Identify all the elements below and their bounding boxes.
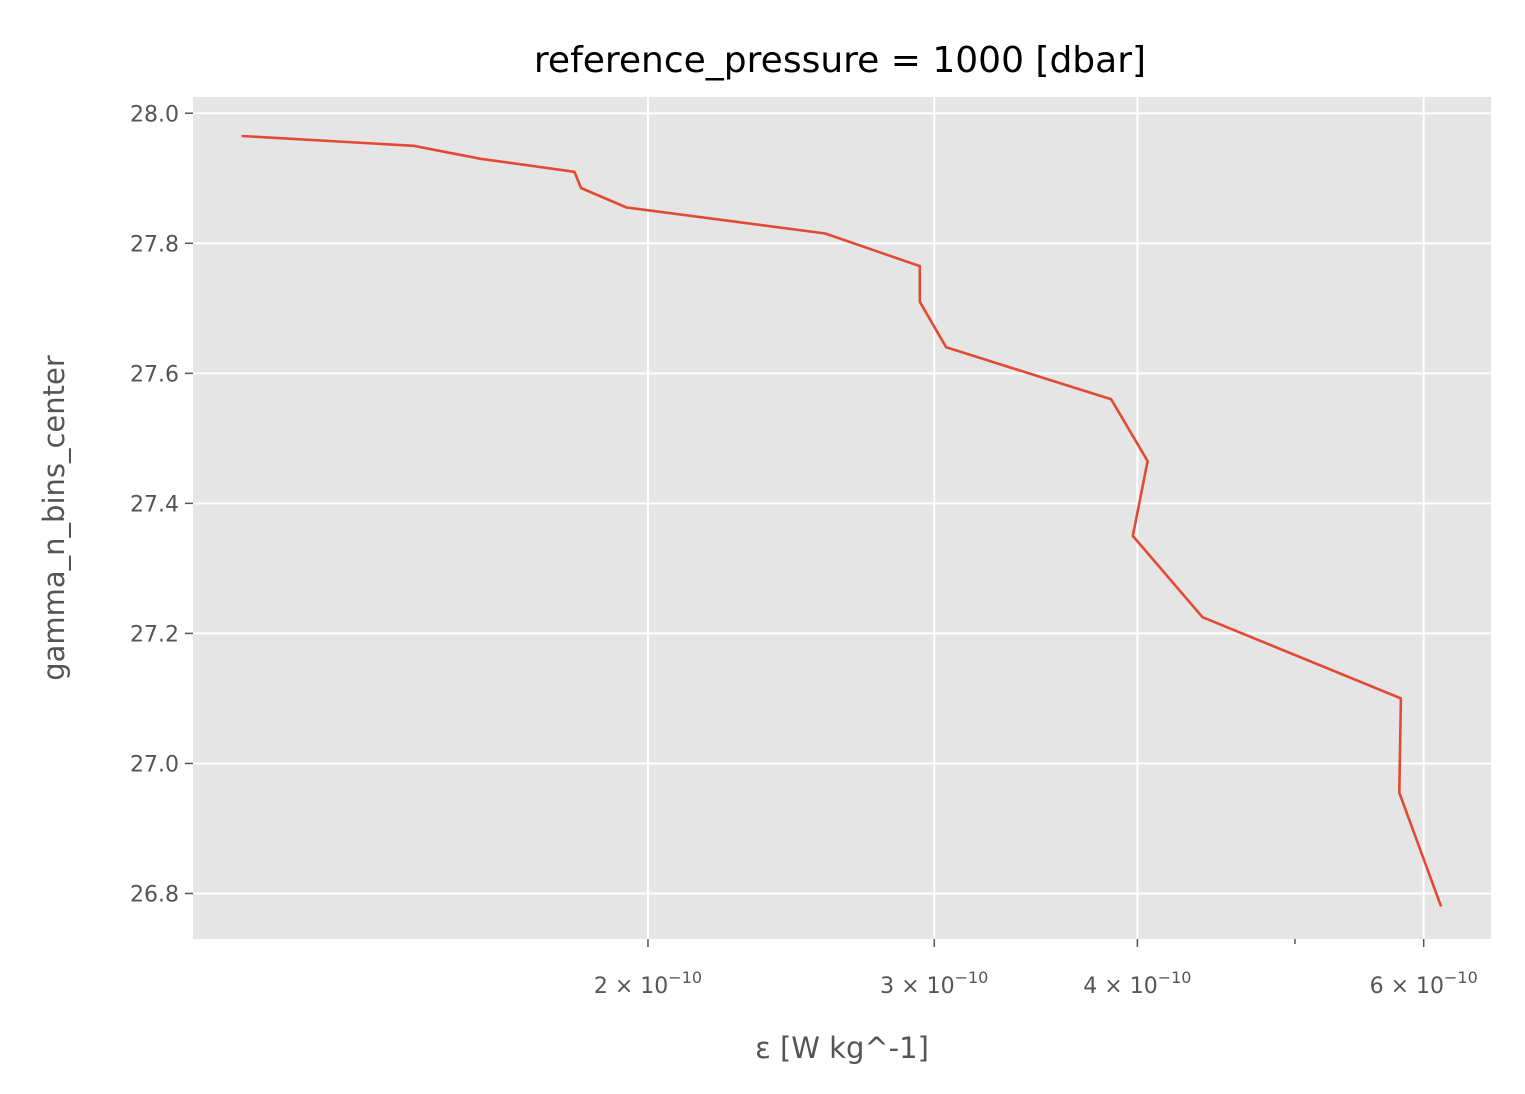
chart-title: reference_pressure = 1000 [dbar] <box>534 40 1146 81</box>
series-line <box>241 134 1443 907</box>
y-axis-label: gamma_n_bins_center <box>37 355 71 681</box>
plot-area <box>193 97 1491 939</box>
x-tick-label: 2 × 10−10 <box>594 968 702 999</box>
x-axis-label: ε [W kg^-1] <box>755 1031 929 1065</box>
y-tick-label: 27.4 <box>130 492 179 517</box>
ticks-layer: 28.0 27.8 27.6 27.4 27.2 27.0 26.8 2 × 10−10 3 ×… <box>130 102 1478 999</box>
y-tick-label: 27.8 <box>130 232 179 257</box>
y-tick-label: 27.6 <box>130 362 179 387</box>
x-tick-label: 4 × 10−10 <box>1083 968 1191 999</box>
y-tick-label: 27.2 <box>130 622 179 647</box>
grid-layer <box>193 97 1491 939</box>
x-tick-label: 3 × 10−10 <box>880 968 988 999</box>
y-tick-label: 27.0 <box>130 752 179 777</box>
series-layer <box>241 134 1443 907</box>
x-tick-label: 6 × 10−10 <box>1370 968 1478 999</box>
y-tick-label: 26.8 <box>130 882 179 907</box>
y-tick-label: 28.0 <box>130 102 179 127</box>
